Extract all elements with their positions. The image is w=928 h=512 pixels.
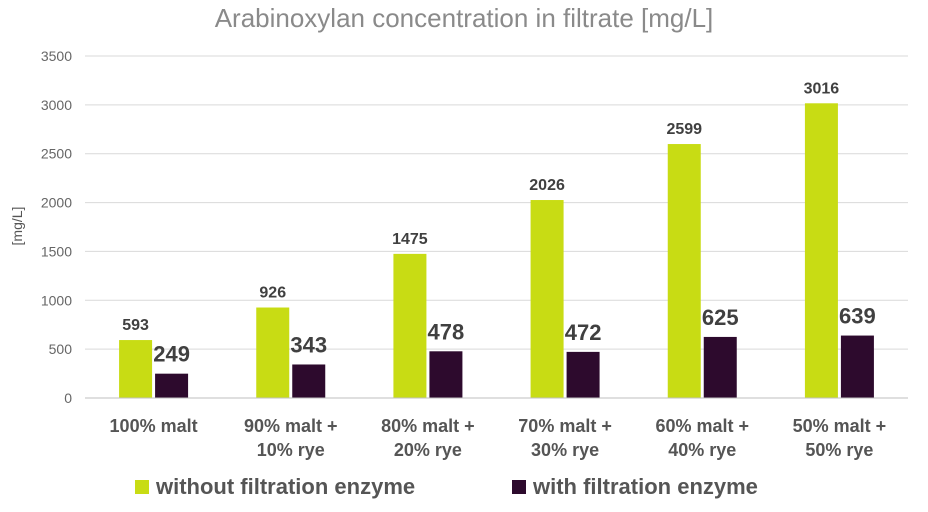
x-tick-line: 80% malt +: [381, 416, 475, 436]
y-tick-label: 1500: [41, 243, 72, 259]
data-label-without-enzyme-3: 2026: [529, 177, 565, 194]
bar-with-enzyme-1: [292, 364, 326, 398]
legend-swatch-with-enzyme: [512, 480, 526, 494]
x-tick-line: 60% malt +: [655, 416, 749, 436]
x-tick-line: 30% rye: [531, 440, 599, 460]
bar-with-enzyme-0: [155, 373, 189, 398]
bar-without-enzyme-5: [804, 103, 838, 399]
bar-with-enzyme-5: [840, 335, 874, 398]
y-tick-label: 2000: [41, 195, 72, 211]
y-tick-label: 0: [64, 390, 72, 406]
y-axis-ticks: 0 500 1000 1500 2000 2500 3000 3500: [41, 48, 72, 406]
y-tick-label: 1000: [41, 292, 72, 308]
x-tick-label-4: 60% malt + 40% rye: [655, 416, 749, 460]
x-tick-line: 40% rye: [668, 440, 736, 460]
data-label-with-enzyme-4: 625: [702, 305, 739, 330]
bar-without-enzyme-0: [119, 340, 153, 398]
x-tick-label-0: 100% malt: [110, 416, 198, 436]
data-label-with-enzyme-0: 249: [153, 342, 190, 367]
legend-label-with-enzyme: with filtration enzyme: [532, 474, 758, 499]
x-tick-line: 100% malt: [110, 416, 198, 436]
bar-without-enzyme-4: [667, 144, 701, 398]
y-tick-label: 3500: [41, 48, 72, 64]
bar-without-enzyme-1: [256, 307, 290, 398]
data-label-with-enzyme-3: 472: [565, 320, 602, 345]
data-label-without-enzyme-4: 2599: [666, 121, 702, 138]
y-axis-label: [mg/L]: [9, 207, 25, 246]
data-label-without-enzyme-1: 926: [259, 285, 286, 302]
bar-without-enzyme-3: [530, 200, 564, 398]
data-label-without-enzyme-0: 593: [122, 317, 149, 334]
legend: without filtration enzyme with filtratio…: [135, 474, 758, 499]
x-tick-line: 70% malt +: [518, 416, 612, 436]
data-label-without-enzyme-5: 3016: [804, 80, 840, 97]
x-tick-label-3: 70% malt + 30% rye: [518, 416, 612, 460]
x-tick-line: 90% malt +: [244, 416, 338, 436]
chart-title: Arabinoxylan concentration in filtrate […: [215, 3, 714, 33]
bar-with-enzyme-3: [566, 351, 600, 398]
y-tick-label: 2500: [41, 146, 72, 162]
legend-label-without-enzyme: without filtration enzyme: [155, 474, 415, 499]
bars: [119, 103, 874, 399]
y-tick-label: 3000: [41, 97, 72, 113]
bar-with-enzyme-2: [429, 351, 463, 398]
x-tick-line: 20% rye: [394, 440, 462, 460]
data-label-with-enzyme-2: 478: [428, 319, 465, 344]
x-tick-line: 50% malt +: [793, 416, 887, 436]
data-label-with-enzyme-5: 639: [839, 304, 876, 329]
x-axis-ticks: 100% malt 90% malt + 10% rye 80% malt + 20% …: [110, 416, 887, 460]
bar-with-enzyme-4: [703, 336, 737, 398]
data-label-with-enzyme-1: 343: [290, 332, 327, 357]
y-tick-label: 500: [49, 341, 73, 357]
legend-swatch-without-enzyme: [135, 480, 149, 494]
data-label-without-enzyme-2: 1475: [392, 231, 428, 248]
x-tick-label-1: 90% malt + 10% rye: [244, 416, 338, 460]
gridlines: [85, 55, 908, 350]
x-tick-label-5: 50% malt + 50% rye: [793, 416, 887, 460]
bar-without-enzyme-2: [393, 253, 427, 398]
x-tick-label-2: 80% malt + 20% rye: [381, 416, 475, 460]
x-tick-line: 50% rye: [805, 440, 873, 460]
x-tick-line: 10% rye: [257, 440, 325, 460]
